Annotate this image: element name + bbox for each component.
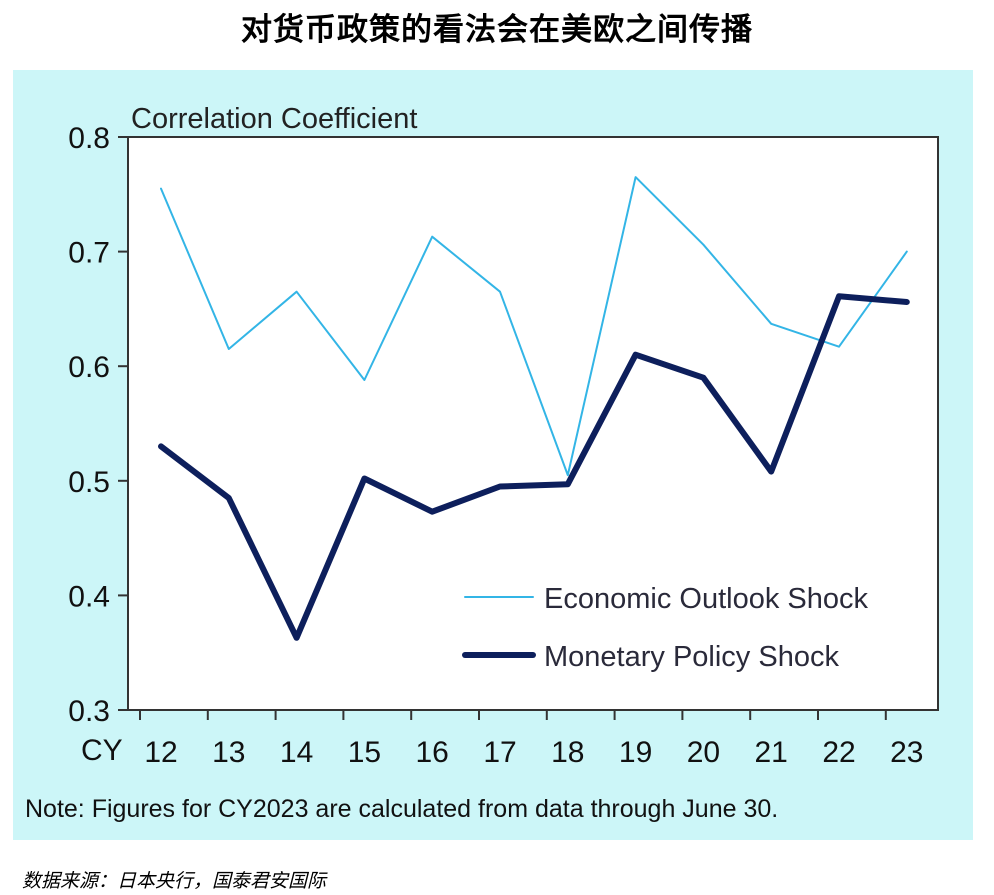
chart-panel: Correlation Coefficient CY 0.3 0.4 0.5 0.6 0…: [13, 70, 973, 840]
y-axis-ticks: 0.3 0.4 0.5 0.6 0.7 0.8: [68, 122, 128, 728]
x-tick-label: 15: [348, 736, 381, 769]
y-axis-label: Correlation Coefficient: [131, 103, 417, 135]
x-tick-label: 12: [144, 736, 177, 769]
legend: Economic Outlook Shock Monetary Policy Sh…: [462, 583, 868, 673]
x-tick-label: 16: [416, 736, 449, 769]
x-tick-label: 17: [483, 736, 516, 769]
x-tick-label: 21: [755, 736, 788, 769]
plot-area: [127, 136, 939, 711]
source-note: 数据来源：日本央行，国泰君安国际: [22, 870, 327, 892]
x-tick-label: 13: [212, 736, 245, 769]
series-line-monetary-policy-shock: [158, 293, 910, 641]
chart-note: Note: Figures for CY2023 are calculated …: [25, 795, 778, 823]
legend-label: Monetary Policy Shock: [544, 641, 839, 673]
x-axis-label: CY: [81, 734, 123, 767]
x-tick-label: 23: [890, 736, 923, 769]
x-tick-label: 20: [687, 736, 720, 769]
y-tick-label: 0.4: [68, 580, 110, 613]
series-line-economic-outlook-shock: [160, 176, 908, 477]
page-title: 对货币政策的看法会在美欧之间传播: [241, 12, 753, 48]
y-tick-label: 0.5: [68, 466, 110, 499]
legend-label: Economic Outlook Shock: [544, 583, 868, 615]
x-axis-ticks: 12 13 14 15 16 17 18 19 20 21 22 23: [139, 710, 923, 769]
y-tick-label: 0.3: [68, 695, 110, 728]
x-tick-label: 22: [822, 736, 855, 769]
x-tick-label: 19: [619, 736, 652, 769]
x-tick-label: 18: [551, 736, 584, 769]
y-tick-label: 0.6: [68, 351, 110, 384]
y-tick-label: 0.7: [68, 237, 110, 270]
y-tick-label: 0.8: [68, 122, 110, 155]
line-chart: Correlation Coefficient CY 0.30.40.50.60…: [25, 103, 939, 823]
x-tick-label: 14: [280, 736, 313, 769]
series-lines: [158, 176, 910, 641]
